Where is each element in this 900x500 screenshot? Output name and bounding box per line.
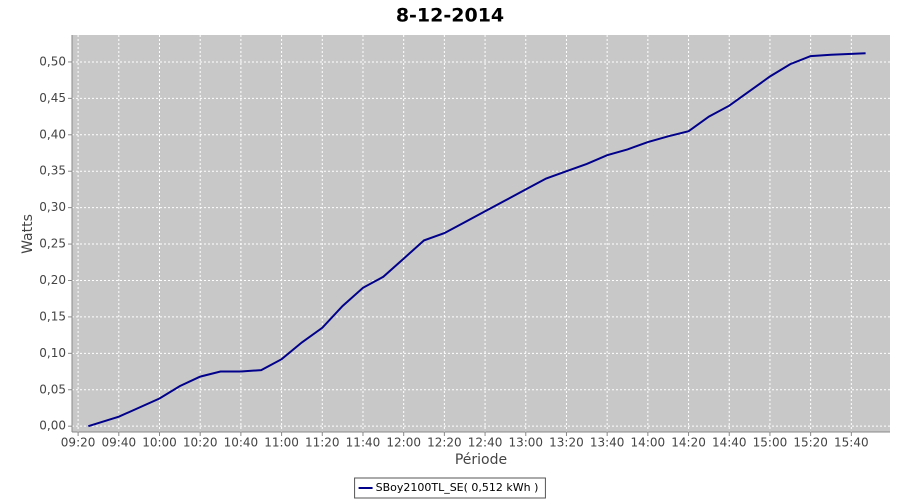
x-tick-label: 10:00 bbox=[142, 436, 177, 450]
x-tick-label: 12:20 bbox=[427, 436, 462, 450]
y-tick-label: 0,50 bbox=[39, 54, 66, 68]
chart-title: 8-12-2014 bbox=[396, 5, 504, 27]
x-tick-label: 14:40 bbox=[712, 436, 747, 450]
y-tick-label: 0,40 bbox=[39, 127, 66, 141]
y-tick-label: 0,45 bbox=[39, 91, 66, 105]
x-tick-label: 09:20 bbox=[61, 436, 96, 450]
x-tick-label: 10:40 bbox=[224, 436, 259, 450]
x-axis-label: Période bbox=[455, 452, 507, 468]
y-tick-label: 0,15 bbox=[39, 309, 66, 323]
x-tick-label: 13:20 bbox=[549, 436, 584, 450]
x-tick-label: 15:00 bbox=[753, 436, 788, 450]
x-tick-label: 15:20 bbox=[793, 436, 828, 450]
x-tick-label: 13:40 bbox=[590, 436, 625, 450]
x-tick-label: 11:20 bbox=[305, 436, 340, 450]
legend-box bbox=[354, 477, 546, 499]
legend: SBoy2100TL_SE( 0,512 kWh ) bbox=[354, 477, 546, 499]
x-tick-label: 12:00 bbox=[386, 436, 421, 450]
y-tick-label: 0,20 bbox=[39, 273, 66, 287]
y-tick-label: 0,35 bbox=[39, 164, 66, 178]
x-tick-label: 09:40 bbox=[102, 436, 137, 450]
x-tick-label: 15:40 bbox=[834, 436, 869, 450]
plot-area bbox=[72, 35, 890, 432]
y-tick-label: 0,00 bbox=[39, 419, 66, 433]
y-tick-label: 0,25 bbox=[39, 237, 66, 251]
x-tick-label: 14:20 bbox=[671, 436, 706, 450]
data-line bbox=[88, 52, 866, 428]
x-tick-label: 10:20 bbox=[183, 436, 218, 450]
legend-label: SBoy2100TL_SE( 0,512 kWh ) bbox=[376, 481, 539, 494]
x-tick-label: 11:40 bbox=[346, 436, 381, 450]
y-axis-label: Watts bbox=[20, 214, 36, 254]
x-tick-label: 11:00 bbox=[264, 436, 299, 450]
x-tick-label: 14:00 bbox=[631, 436, 666, 450]
x-tick-label: 13:00 bbox=[508, 436, 543, 450]
y-tick-label: 0,30 bbox=[39, 200, 66, 214]
x-tick-label: 12:40 bbox=[468, 436, 503, 450]
y-tick-label: 0,10 bbox=[39, 346, 66, 360]
y-tick-label: 0,05 bbox=[39, 382, 66, 396]
